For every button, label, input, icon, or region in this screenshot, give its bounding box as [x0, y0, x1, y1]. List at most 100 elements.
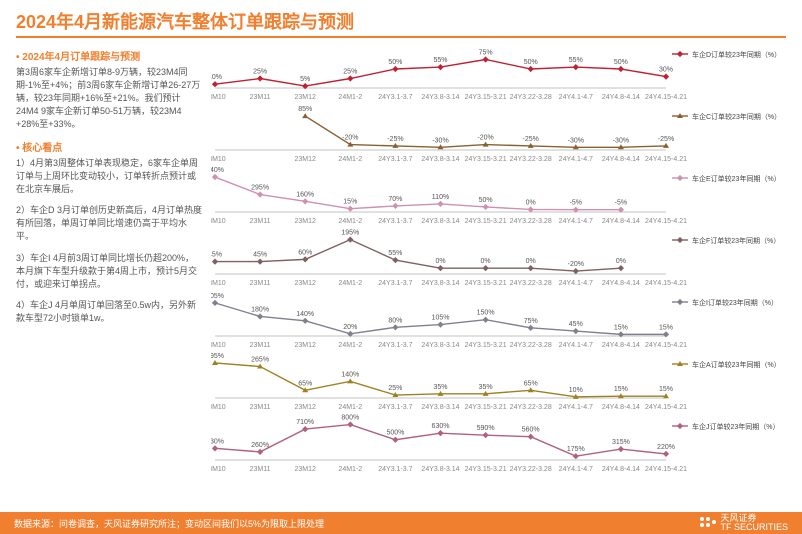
svg-text:24Y3.22-3.28: 24Y3.22-3.28: [510, 94, 552, 101]
svg-text:23M11: 23M11: [250, 404, 271, 411]
svg-text:24M1-2: 24M1-2: [338, 342, 362, 349]
footer-bar: 数据来源：问卷调查，天风证券研究所注；变动区间我们以5%为限取上限处理 天风证券…: [0, 512, 802, 534]
svg-text:24Y4.15-4.21: 24Y4.15-4.21: [645, 156, 687, 163]
svg-text:24Y3.1-3.7: 24Y3.1-3.7: [378, 156, 412, 163]
svg-text:330%: 330%: [211, 438, 224, 445]
footer-logo-text: 天风证券 TF SECURITIES: [720, 514, 788, 532]
svg-text:24Y3.15-3.21: 24Y3.15-3.21: [465, 218, 507, 225]
svg-text:5%: 5%: [300, 76, 310, 83]
svg-text:0%: 0%: [526, 258, 536, 265]
svg-text:24Y3.8-3.14: 24Y3.8-3.14: [421, 466, 459, 473]
svg-text:24Y3.8-3.14: 24Y3.8-3.14: [421, 94, 459, 101]
svg-text:15%: 15%: [659, 386, 673, 393]
svg-text:24Y3.15-3.21: 24Y3.15-3.21: [465, 94, 507, 101]
mini-chart-4: 305%180%140%20%80%105%150%75%45%15%15% 2…: [211, 290, 792, 350]
svg-text:24Y3.1-3.7: 24Y3.1-3.7: [378, 466, 412, 473]
page-title: 2024年4月新能源汽车整体订单跟踪与预测: [16, 8, 786, 38]
svg-text:45%: 45%: [211, 252, 222, 259]
mini-chart-5: 295%265%65%140%25%35%35%65%10%15%15% 23M…: [211, 352, 792, 412]
mini-chart-3: 45%45%60%195%55%0%0%0%-20%0% 23M1023M112…: [211, 228, 792, 288]
svg-text:23M10: 23M10: [211, 466, 226, 473]
svg-text:24Y4.1-4.7: 24Y4.1-4.7: [559, 94, 593, 101]
section-para-2a: 1）4月第3周整体订单表现稳定，6家车企单周订单与上周环比变动较小，订单转折点预…: [16, 157, 203, 196]
svg-text:24Y3.22-3.28: 24Y3.22-3.28: [510, 342, 552, 349]
svg-text:23M11: 23M11: [250, 342, 271, 349]
section-para-2b: 2）车企D 3月订单创历史新高后，4月订单热度有所回落，单周订单同比增速仍高于平…: [16, 204, 203, 243]
svg-text:24Y4.15-4.21: 24Y4.15-4.21: [645, 218, 687, 225]
svg-text:24Y4.8-4.14: 24Y4.8-4.14: [602, 218, 640, 225]
svg-text:23M12: 23M12: [294, 280, 316, 287]
svg-text:24Y4.8-4.14: 24Y4.8-4.14: [602, 466, 640, 473]
section-para-2d: 4）车企J 4月单周订单回落至0.5w内，另外新款车型72小时锁单1w。: [16, 299, 203, 325]
svg-text:24Y4.15-4.21: 24Y4.15-4.21: [645, 280, 687, 287]
svg-text:140%: 140%: [341, 371, 359, 378]
svg-text:630%: 630%: [432, 423, 450, 430]
svg-text:25%: 25%: [253, 69, 267, 76]
svg-text:24Y3.8-3.14: 24Y3.8-3.14: [421, 404, 459, 411]
svg-text:-20%: -20%: [477, 135, 493, 142]
svg-text:24M1-2: 24M1-2: [338, 156, 362, 163]
svg-text:65%: 65%: [298, 380, 312, 387]
svg-text:24Y4.1-4.7: 24Y4.1-4.7: [559, 156, 593, 163]
section-heading-2: • 核心看点: [16, 139, 203, 154]
svg-text:车企F订单较23年同期（%）: 车企F订单较23年同期（%）: [692, 236, 780, 245]
svg-text:15%: 15%: [343, 199, 357, 206]
svg-text:-30%: -30%: [613, 137, 629, 144]
svg-text:0%: 0%: [526, 199, 536, 206]
svg-text:24Y3.22-3.28: 24Y3.22-3.28: [510, 218, 552, 225]
svg-text:15%: 15%: [659, 324, 673, 331]
svg-text:55%: 55%: [569, 57, 583, 64]
svg-text:140%: 140%: [296, 311, 314, 318]
svg-text:75%: 75%: [524, 318, 538, 325]
svg-text:85%: 85%: [298, 106, 312, 113]
svg-text:24Y3.8-3.14: 24Y3.8-3.14: [421, 342, 459, 349]
svg-text:295%: 295%: [251, 185, 269, 192]
svg-text:265%: 265%: [251, 357, 269, 364]
section-heading-1: • 2024年4月订单跟踪与预测: [16, 48, 203, 63]
svg-text:24Y3.1-3.7: 24Y3.1-3.7: [378, 94, 412, 101]
svg-text:45%: 45%: [569, 321, 583, 328]
svg-text:800%: 800%: [341, 415, 359, 422]
svg-text:295%: 295%: [211, 353, 224, 360]
svg-text:23M10: 23M10: [211, 156, 226, 163]
svg-text:110%: 110%: [432, 194, 449, 201]
left-panel: • 2024年4月订单跟踪与预测 第3周6家车企新增订单8-9万辆，较23M4同…: [16, 42, 211, 476]
svg-text:15%: 15%: [614, 324, 628, 331]
svg-text:45%: 45%: [253, 252, 267, 259]
svg-text:车企J订单较23年同期（%）: 车企J订单较23年同期（%）: [692, 422, 780, 431]
svg-text:23M10: 23M10: [211, 218, 226, 225]
svg-text:24Y4.1-4.7: 24Y4.1-4.7: [559, 280, 593, 287]
section-para-2c: 3）车企I 4月前3周订单同比增长仍超200%，本月旗下车型升级款于第4周上市，…: [16, 252, 203, 291]
svg-text:24Y3.8-3.14: 24Y3.8-3.14: [421, 218, 459, 225]
svg-text:55%: 55%: [388, 250, 402, 257]
svg-text:180%: 180%: [251, 306, 269, 313]
svg-text:50%: 50%: [388, 59, 402, 66]
svg-text:-30%: -30%: [432, 137, 448, 144]
logo-dots-icon: [698, 515, 716, 531]
svg-text:10%: 10%: [569, 387, 583, 394]
svg-text:23M12: 23M12: [294, 342, 316, 349]
mini-chart-0: 10%25%5%25%50%55%75%50%55%50%30% 23M1023…: [211, 42, 792, 102]
svg-text:55%: 55%: [433, 57, 447, 64]
svg-text:80%: 80%: [388, 317, 402, 324]
svg-text:-25%: -25%: [387, 136, 403, 143]
svg-text:24Y3.1-3.7: 24Y3.1-3.7: [378, 342, 412, 349]
svg-text:500%: 500%: [386, 430, 404, 437]
svg-text:23M12: 23M12: [294, 156, 316, 163]
svg-text:24Y4.8-4.14: 24Y4.8-4.14: [602, 404, 640, 411]
svg-text:-25%: -25%: [523, 136, 539, 143]
svg-text:24Y3.22-3.28: 24Y3.22-3.28: [510, 466, 552, 473]
svg-text:车企D订单较23年同期（%）: 车企D订单较23年同期（%）: [692, 50, 781, 59]
svg-text:105%: 105%: [432, 315, 450, 322]
svg-text:23M10: 23M10: [211, 404, 226, 411]
svg-text:24Y3.15-3.21: 24Y3.15-3.21: [465, 156, 507, 163]
svg-text:24Y3.15-3.21: 24Y3.15-3.21: [465, 466, 507, 473]
svg-text:0%: 0%: [481, 258, 491, 265]
svg-text:315%: 315%: [612, 439, 630, 446]
svg-text:75%: 75%: [479, 50, 493, 57]
svg-text:50%: 50%: [524, 59, 538, 66]
svg-text:24M1-2: 24M1-2: [338, 94, 362, 101]
svg-text:10%: 10%: [211, 74, 222, 81]
svg-text:24Y3.1-3.7: 24Y3.1-3.7: [378, 280, 412, 287]
svg-text:23M11: 23M11: [250, 94, 271, 101]
